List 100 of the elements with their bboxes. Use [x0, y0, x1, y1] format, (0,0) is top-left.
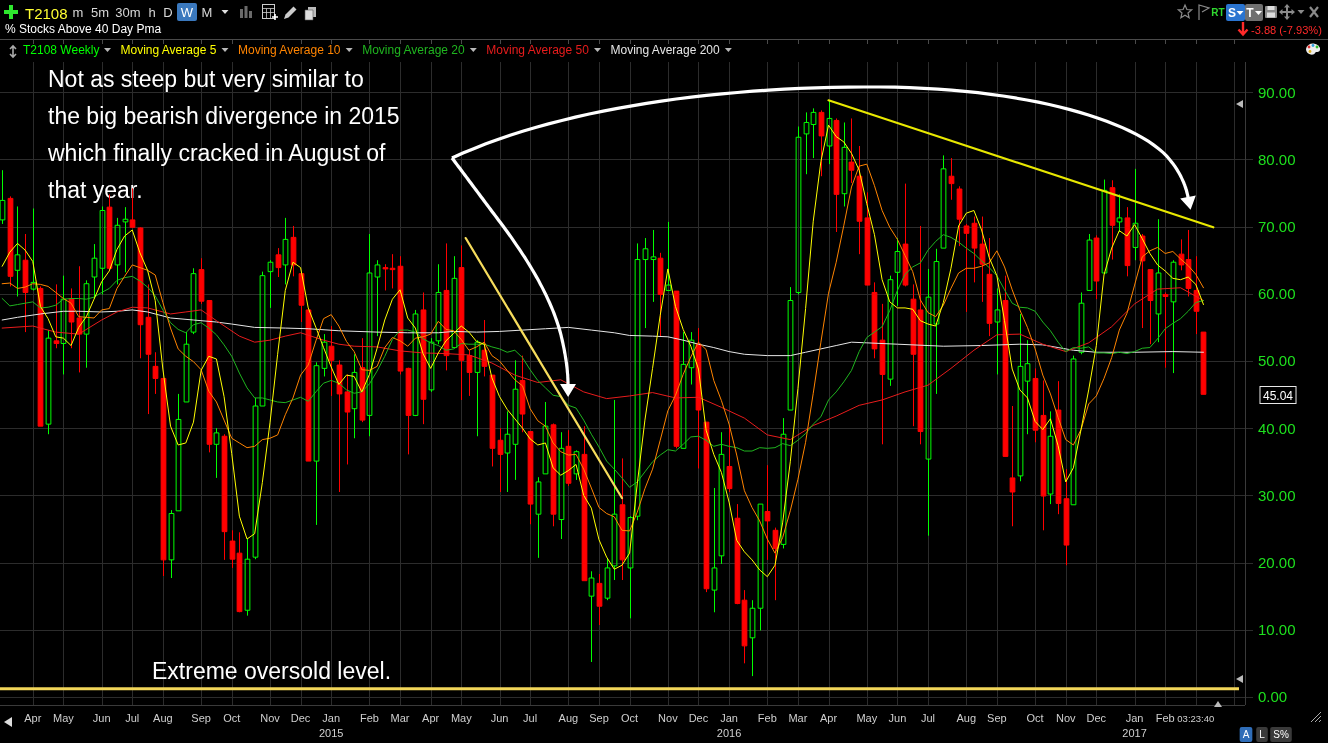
y-tick-label: 90.00: [1258, 83, 1296, 101]
candlestick: [604, 557, 611, 601]
text: S%: [1273, 729, 1289, 740]
candlestick: [787, 286, 794, 411]
y-tick-label: 0.00: [1258, 688, 1288, 706]
candlestick: [221, 433, 228, 561]
candlestick: [550, 422, 557, 527]
candlestick: [780, 417, 787, 549]
candlestick: [244, 537, 251, 617]
x-tick-label: Jul: [523, 712, 538, 724]
x-tick-label: Feb: [1155, 712, 1175, 724]
candlestick: [1124, 206, 1131, 277]
x-tick-label: Nov: [658, 712, 679, 724]
candlestick: [596, 573, 603, 626]
x-tick-label: Feb: [359, 712, 379, 724]
candlestick: [994, 287, 1001, 375]
x-tick-label: Jul: [920, 712, 936, 724]
x-tick-label: Jun: [490, 712, 509, 724]
candlestick: [0, 169, 6, 225]
x-tick-label: 03:23:40: [1177, 713, 1215, 724]
candlestick: [519, 355, 526, 433]
candlestick: [581, 425, 588, 582]
text: A: [1242, 729, 1250, 740]
candlestick: [948, 157, 955, 201]
text: Moving Average 5: [120, 43, 217, 57]
y-tick-label: 50.00: [1258, 352, 1296, 370]
x-tick-label: Jul: [125, 712, 140, 724]
candlestick: [1116, 193, 1123, 233]
text: L: [1259, 729, 1266, 740]
chart-subtitle: % Stocks Above 40 Day Pma: [5, 22, 162, 36]
candlestick: [412, 309, 419, 417]
candlestick: [527, 431, 534, 525]
candlestick: [588, 570, 595, 663]
x-tick-label: Mar: [788, 712, 808, 724]
candlestick: [290, 225, 297, 277]
text: M: [201, 5, 213, 20]
x-tick-label: Feb: [757, 712, 777, 724]
x-tick-label: Jan 2016: [716, 712, 742, 739]
x-tick-label: Mar: [390, 712, 410, 724]
candlestick: [275, 247, 282, 278]
x-tick-label: Aug: [558, 712, 579, 724]
x-tick-label: Nov: [260, 712, 281, 724]
candlestick: [711, 487, 718, 613]
candlestick: [1009, 405, 1016, 527]
candlestick: [1047, 410, 1054, 505]
candlestick: [887, 275, 894, 387]
candlestick: [474, 339, 481, 437]
candlestick: [451, 255, 458, 349]
annotation: Not as steep but very similar to the big bearish divergence in 2015 which finally cracked in August of that year.: [47, 66, 400, 203]
candlestick: [956, 185, 963, 247]
x-tick-label: Dec: [1086, 712, 1107, 724]
x-tick-label: Aug: [153, 712, 173, 724]
y-tick-label: 80.00: [1258, 150, 1296, 168]
candlestick: [665, 221, 672, 291]
candlestick: [435, 263, 442, 345]
candlestick: [328, 325, 335, 397]
candlestick: [1147, 269, 1154, 345]
x-tick-label: Oct: [621, 712, 639, 724]
candlestick: [1132, 168, 1139, 261]
text: -3.88 (-7.93%): [1251, 24, 1322, 36]
x-tick-label: Apr: [422, 712, 440, 724]
y-tick-label: 40.00: [1258, 419, 1296, 437]
candlestick: [7, 195, 14, 287]
candlestick: [37, 285, 44, 427]
candlestick: [795, 126, 802, 295]
candlestick: [818, 109, 825, 177]
text: Moving Average 50: [486, 43, 590, 57]
candlestick: [841, 121, 848, 207]
x-tick-label: Apr: [24, 712, 42, 724]
candlestick: [1078, 291, 1085, 355]
x-tick-label: Sep: [987, 712, 1007, 724]
x-tick-label: May: [53, 712, 75, 724]
line-series: [1, 234, 1204, 488]
candlestick: [53, 283, 60, 349]
y-tick-label: 10.00: [1258, 621, 1296, 639]
ref-line-label: Extreme oversold level.: [152, 657, 392, 684]
chart-title: T2108: [25, 5, 68, 22]
candlestick: [83, 279, 90, 369]
candlestick: [267, 259, 274, 309]
text: Moving Average 20: [362, 43, 466, 57]
x-tick-label: Jan 2015: [318, 712, 344, 739]
candlestick: [175, 393, 182, 512]
candlestick: [1170, 259, 1177, 374]
candlestick: [122, 206, 129, 273]
candlestick: [45, 329, 52, 435]
candlestick: [657, 252, 664, 337]
x-tick-label: Jun: [888, 712, 907, 724]
candlestick: [542, 401, 549, 475]
candlestick: [833, 117, 840, 233]
candlestick: [351, 353, 358, 439]
candlestick: [986, 237, 993, 337]
text: 45.04: [1262, 388, 1294, 403]
text: S: [1227, 6, 1237, 20]
line-series: [1, 287, 1204, 441]
text: h: [148, 5, 156, 20]
candlestick: [22, 233, 29, 333]
text: T2108 Weekly: [23, 43, 100, 57]
text: T: [1246, 6, 1255, 20]
x-tick-label: May: [450, 712, 473, 724]
candlestick: [14, 205, 21, 297]
